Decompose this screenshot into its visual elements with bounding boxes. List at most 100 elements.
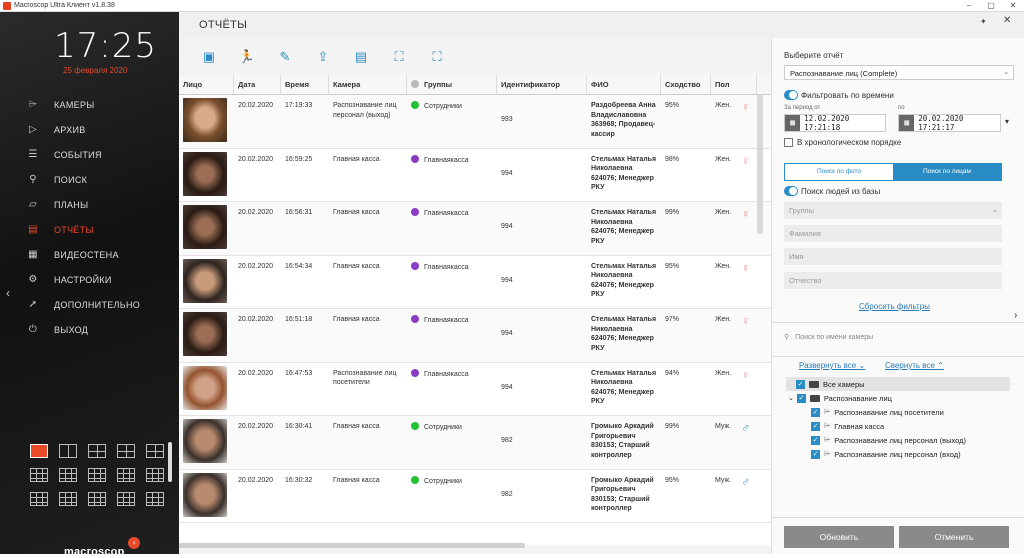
name-input[interactable]: Имя: [784, 248, 1002, 265]
layout-1plus7-icon[interactable]: [59, 468, 77, 482]
edit-icon[interactable]: ✎: [279, 49, 291, 64]
column-id[interactable]: Идентификатор: [497, 75, 587, 94]
tree-node-folder[interactable]: ⌄ ✓ Распознавание лиц: [786, 391, 1010, 405]
to-datetime-input[interactable]: ▦ 20.02.2020 17:21:17: [898, 114, 1001, 132]
menu-item-events[interactable]: ☰ СОБЫТИЯ: [0, 142, 179, 167]
maximize-button[interactable]: ▢: [987, 1, 995, 10]
camera-search-input[interactable]: ⚲ Поиск по имени камеры: [784, 333, 873, 341]
layout-scrollbar[interactable]: [168, 442, 172, 482]
column-camera[interactable]: Камера: [329, 75, 407, 94]
table-row[interactable]: 20.02.2020 16:51:18 Главная касса Главнаяка…: [179, 309, 771, 363]
menu-item-reports[interactable]: ▤ ОТЧЁТЫ: [0, 217, 179, 242]
layout-7x7-icon[interactable]: [88, 492, 106, 506]
layout-2plus8-icon[interactable]: [146, 468, 164, 482]
minimize-button[interactable]: –: [966, 1, 972, 10]
surname-input[interactable]: Фамилия: [784, 225, 1002, 242]
groups-select[interactable]: Группы ⌄: [784, 202, 1002, 219]
menu-item-videowall[interactable]: ▦ ВИДЕОСТЕНА: [0, 242, 179, 267]
layout-5x5-icon[interactable]: [30, 492, 48, 506]
table-row[interactable]: 20.02.2020 16:54:34 Главная касса Главнаяка…: [179, 256, 771, 309]
collapse-left-arrow-icon[interactable]: ‹: [6, 286, 10, 300]
window-controls: – ▢ ✕: [958, 0, 1024, 12]
expand-right-arrow-icon[interactable]: ›: [1014, 310, 1018, 321]
filter-time-toggle[interactable]: Фильтровать по времени: [784, 90, 894, 100]
tree-node-label: Все камеры: [823, 379, 865, 389]
face-thumbnail[interactable]: [183, 98, 227, 142]
group-label: Главнаякасса: [424, 370, 469, 378]
table-row[interactable]: 20.02.2020 16:30:41 Главная касса Сотрудник…: [179, 416, 771, 470]
table-horizontal-scrollbar[interactable]: [179, 543, 525, 548]
table-vertical-scrollbar[interactable]: [757, 94, 763, 234]
remove-person-icon[interactable]: ⛶: [432, 49, 442, 64]
time-cell: 16:30:41: [285, 423, 313, 430]
menu-item-additional[interactable]: ➚ ДОПОЛНИТЕЛЬНО: [0, 292, 179, 317]
face-thumbnail[interactable]: [183, 419, 227, 463]
expand-all-link[interactable]: Развернуть все ⌄: [799, 361, 865, 370]
run-icon[interactable]: 🏃: [238, 49, 256, 64]
pin-icon[interactable]: ✦: [980, 17, 987, 26]
table-row[interactable]: 20.02.2020 16:30:32 Главная касса Сотрудник…: [179, 470, 771, 523]
face-thumbnail[interactable]: [183, 312, 227, 356]
update-button[interactable]: Обновить: [784, 526, 894, 548]
layout-1plus12-icon[interactable]: [88, 468, 106, 482]
datetime-dropdown-icon[interactable]: ▾: [1005, 117, 1010, 126]
column-sex[interactable]: Пол: [711, 75, 757, 94]
layout-8x8-icon[interactable]: [117, 492, 135, 506]
layout-4x4-icon[interactable]: [117, 468, 135, 482]
group-color-dot-icon: [411, 422, 419, 430]
column-fio[interactable]: ФИО: [587, 75, 661, 94]
menu-item-cameras[interactable]: ⌲ КАМЕРЫ: [0, 92, 179, 117]
layout-6x6-icon[interactable]: [59, 492, 77, 506]
face-thumbnail[interactable]: [183, 472, 227, 517]
table-row[interactable]: 20.02.2020 16:47:53 Распознавание лиц посе…: [179, 363, 771, 416]
report-select[interactable]: Распознавание лиц (Complete) ⌄: [784, 65, 1014, 80]
reset-filters-link[interactable]: Сбросить фильтры: [859, 302, 930, 311]
db-search-toggle[interactable]: Поиск людей из базы: [784, 186, 880, 196]
layout-1plus3-icon[interactable]: [117, 444, 135, 458]
add-person-icon[interactable]: ⛶: [394, 49, 404, 64]
face-thumbnail[interactable]: [183, 365, 227, 410]
group-cell: Сотрудники: [407, 95, 497, 148]
tree-node-camera[interactable]: ✓ ⌲ Распознавание лиц персонал (вход): [786, 447, 1010, 461]
upload-icon[interactable]: ⇪: [317, 49, 329, 64]
menu-item-search[interactable]: ⚲ ПОИСК: [0, 167, 179, 192]
menu-item-plans[interactable]: ▱ ПЛАНЫ: [0, 192, 179, 217]
menu-item-settings[interactable]: ⚙ НАСТРОЙКИ: [0, 267, 179, 292]
layout-custom-icon[interactable]: [146, 492, 164, 506]
face-cell: [179, 363, 234, 416]
column-groups[interactable]: Группы: [407, 75, 497, 94]
logo-arrow-icon[interactable]: ›: [128, 537, 140, 549]
tree-node-all[interactable]: ✓ Все камеры: [786, 377, 1010, 391]
chrono-checkbox[interactable]: В хронологическом порядке: [784, 138, 901, 147]
column-time[interactable]: Время: [281, 75, 329, 94]
tree-node-camera[interactable]: ✓ ⌲ Распознавание лиц персонал (выход): [786, 433, 1010, 447]
tab-search-photo[interactable]: Поиск по фото: [785, 164, 893, 180]
report-icon[interactable]: ▤: [354, 49, 368, 64]
patronymic-input[interactable]: Отчество: [784, 272, 1002, 289]
collapse-all-link[interactable]: Свернуть все ⌃: [885, 361, 944, 370]
menu-item-archive[interactable]: ▷ АРХИВ: [0, 117, 179, 142]
tree-node-camera[interactable]: ✓ ⌲ Главная касса: [786, 419, 1010, 433]
column-face[interactable]: Лицо: [179, 75, 234, 94]
face-thumbnail[interactable]: [183, 151, 227, 196]
layout-1x1-icon[interactable]: [30, 444, 48, 458]
tab-search-faces[interactable]: Поиск по лицам: [893, 164, 1001, 180]
video-export-icon[interactable]: ▣: [202, 49, 216, 64]
table-row[interactable]: 20.02.2020 16:59:25 Главная касса Главнаяка…: [179, 149, 771, 202]
cancel-button[interactable]: Отменить: [899, 526, 1009, 548]
table-row[interactable]: 20.02.2020 17:19:33 Распознавание лиц перс…: [179, 95, 771, 149]
column-similarity[interactable]: Сходство: [661, 75, 711, 94]
face-thumbnail[interactable]: [183, 258, 227, 303]
face-thumbnail[interactable]: [183, 205, 227, 249]
panel-close-icon[interactable]: ✕: [1003, 15, 1012, 26]
table-row[interactable]: 20.02.2020 16:56:31 Главная касса Главнаяка…: [179, 202, 771, 256]
layout-3x3-icon[interactable]: [30, 468, 48, 482]
tree-node-camera[interactable]: ✓ ⌲ Распознавание лиц посетители: [786, 405, 1010, 419]
from-datetime-input[interactable]: ▦ 12.02.2020 17:21:18: [784, 114, 886, 132]
layout-2-icon[interactable]: [59, 444, 77, 458]
layout-1plus5-icon[interactable]: [146, 444, 164, 458]
close-button[interactable]: ✕: [1009, 1, 1017, 10]
layout-2x2-icon[interactable]: [88, 444, 106, 458]
column-date[interactable]: Дата: [234, 75, 281, 94]
menu-item-exit[interactable]: ⏻ ВЫХОД: [0, 317, 179, 342]
